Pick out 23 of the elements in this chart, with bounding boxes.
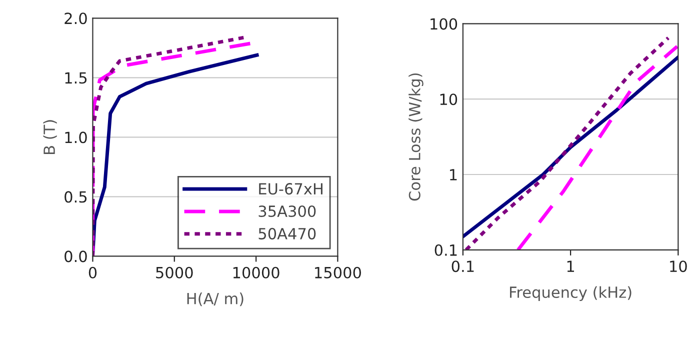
x-tick-label: 5000 xyxy=(156,266,193,278)
x-tick-label: 10000 xyxy=(233,266,280,278)
x-axis-title: H(A/ m) xyxy=(187,292,244,306)
y-tick-label: 1.0 xyxy=(65,132,87,144)
x-tick-label: 15000 xyxy=(315,266,361,278)
legend-label: 50A470 xyxy=(258,228,316,240)
legend-label: 35A300 xyxy=(258,205,316,218)
y-tick-label: 0.1 xyxy=(434,244,457,256)
y-tick-label: 0.0 xyxy=(64,250,87,262)
y-tick-label: 1 xyxy=(450,169,457,180)
y-tick-label: 2.0 xyxy=(64,12,87,24)
y-axis-title: Core Loss (W/kg) xyxy=(408,73,424,201)
y-tick-label: 0.5 xyxy=(64,191,87,203)
x-tick-label: 0.1 xyxy=(452,260,474,272)
legend-label: EU-67xH xyxy=(259,183,322,195)
y-tick-label: 1.5 xyxy=(65,72,87,84)
y-tick-label: 100 xyxy=(430,18,458,30)
y-tick-label: 10 xyxy=(440,94,458,106)
x-tick-label: 0 xyxy=(88,266,97,278)
y-axis-title: B (T) xyxy=(43,120,57,154)
x-tick-label: 10 xyxy=(670,260,687,272)
x-axis-title: Frequency (kHz) xyxy=(510,286,632,301)
x-tick-label: 1 xyxy=(567,260,574,272)
